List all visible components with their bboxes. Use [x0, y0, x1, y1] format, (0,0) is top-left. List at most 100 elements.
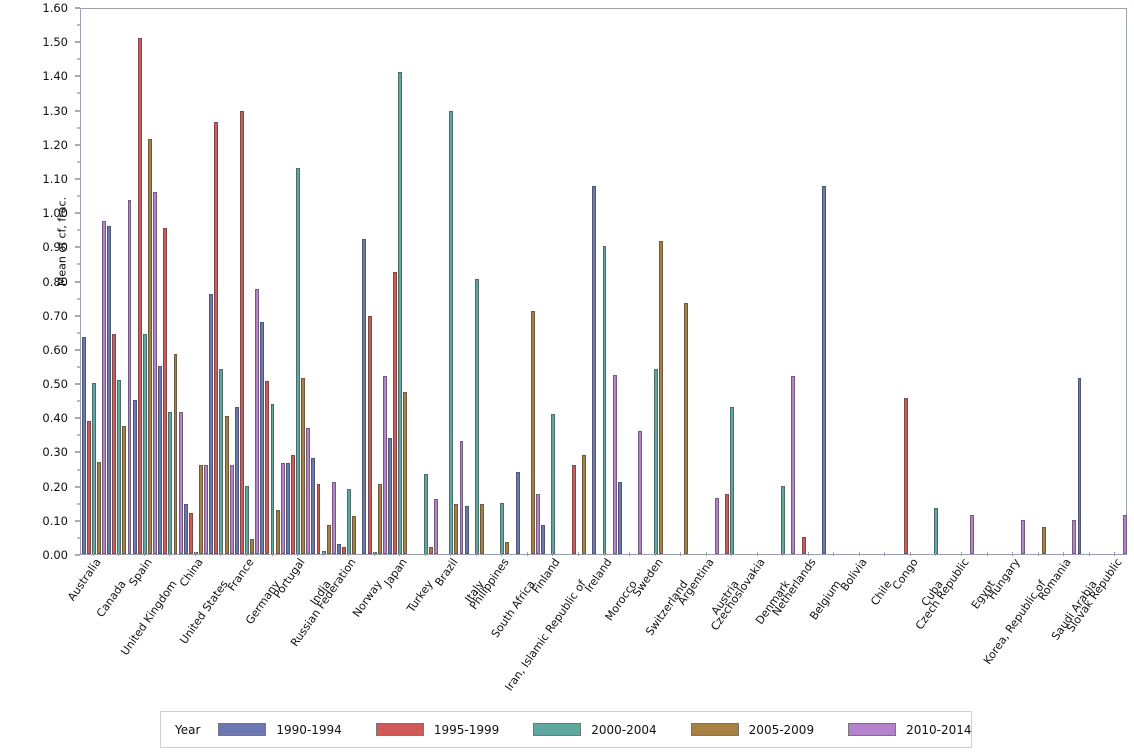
bar-group — [1026, 9, 1052, 554]
x-axis-tick-mark — [501, 552, 503, 556]
bar — [474, 278, 479, 554]
bar — [96, 461, 101, 554]
y-axis-tick-label: 0.00 — [42, 548, 68, 562]
bar-group — [719, 9, 745, 554]
bar — [321, 550, 326, 554]
bar — [265, 381, 270, 554]
x-axis-tick-mark — [552, 552, 554, 556]
bar-series-container — [81, 9, 1128, 554]
bar — [137, 37, 142, 554]
bar-group — [796, 9, 822, 554]
bar — [142, 333, 147, 554]
bar — [714, 497, 719, 554]
y-axis-tick-mark — [75, 41, 80, 43]
x-axis-tick-mark — [680, 552, 682, 556]
y-axis-tick-mark — [75, 486, 80, 488]
x-axis-tick-mark — [450, 552, 452, 556]
x-axis-tick-label: Hungary — [985, 556, 1023, 602]
x-axis-tick-mark — [782, 552, 784, 556]
y-axis-minor-tick-mark — [77, 229, 80, 231]
legend-item[interactable]: 2010-2014 — [848, 723, 972, 737]
legend-item[interactable]: 1990-1994 — [218, 722, 342, 737]
bar — [204, 465, 209, 554]
bar-group — [515, 9, 541, 554]
y-axis-tick-label: 0.10 — [42, 513, 68, 528]
legend-item[interactable]: 2005-2009 — [690, 723, 814, 737]
legend-swatch — [533, 723, 582, 736]
bar — [1072, 519, 1077, 554]
bar — [219, 369, 224, 554]
bar — [536, 494, 541, 554]
bar — [653, 369, 658, 554]
y-axis-tick-mark — [75, 281, 80, 282]
x-axis-tick-label: Slovak Republic — [1064, 556, 1125, 635]
y-axis-tick-label: 1.00 — [42, 206, 68, 221]
bar-group — [464, 9, 490, 554]
bar-group — [643, 9, 669, 554]
bar — [81, 336, 86, 554]
x-axis-tick-label: Norway — [349, 578, 385, 620]
bar — [260, 321, 265, 554]
bar — [449, 111, 454, 554]
legend: Year 1990-1994 1995-1999 2000-2004 2005-200… — [160, 711, 972, 748]
bar — [1041, 526, 1046, 554]
bar — [398, 71, 403, 554]
bar — [592, 186, 597, 554]
bar — [153, 191, 158, 554]
y-axis-tick-mark — [75, 451, 80, 453]
bar — [107, 225, 112, 554]
y-axis-tick-label: 0.40 — [42, 411, 68, 426]
bar-group — [1051, 9, 1077, 554]
x-axis-tick-label: Portugal — [270, 556, 308, 601]
x-axis-tick-mark — [271, 552, 273, 556]
bar — [132, 400, 137, 554]
x-axis-tick-mark — [731, 552, 733, 556]
y-axis-tick-label: 1.30 — [42, 103, 68, 118]
y-axis-tick-mark — [75, 349, 80, 351]
x-axis-tick-mark — [348, 552, 350, 556]
y-axis-tick-label: 0.90 — [42, 240, 68, 255]
bar — [331, 482, 336, 554]
bar-group — [439, 9, 465, 554]
bar — [612, 374, 617, 554]
bar — [781, 485, 786, 554]
bar-group — [107, 9, 133, 554]
x-axis-tick-mark — [807, 552, 809, 556]
bar — [377, 483, 382, 554]
x-axis-tick-mark — [373, 552, 375, 556]
legend-item[interactable]: 2000-2004 — [533, 723, 657, 737]
x-axis-tick-label: China — [176, 556, 206, 590]
bar — [1021, 519, 1026, 554]
x-axis-tick-mark — [297, 552, 299, 556]
x-axis-tick-mark — [961, 552, 962, 556]
bar — [188, 512, 193, 554]
y-axis-minor-tick-mark — [77, 127, 80, 129]
y-axis-minor-tick-mark — [77, 195, 80, 197]
bar-group — [745, 9, 771, 554]
legend-item[interactable]: 1995-1999 — [375, 723, 499, 737]
bar — [791, 376, 796, 554]
x-axis-tick-label: Congo — [889, 556, 921, 593]
x-axis-tick-mark — [118, 552, 120, 556]
x-axis-labels: Australia Canada Spain United Kingdom China U… — [65, 552, 1127, 706]
legend-label: 1990-1994 — [276, 722, 342, 737]
bar — [193, 552, 198, 554]
bar — [158, 365, 163, 554]
bar — [91, 383, 96, 554]
x-axis-tick-mark — [705, 552, 707, 556]
x-axis-tick-mark — [756, 552, 758, 556]
x-axis-tick-mark — [194, 552, 196, 556]
bar — [285, 463, 290, 554]
x-axis-tick-mark — [169, 552, 171, 556]
bar-group — [592, 9, 618, 554]
bar-group — [924, 9, 950, 554]
bar-group — [183, 9, 209, 554]
bar-group — [847, 9, 873, 554]
y-axis-tick-label: 0.70 — [42, 308, 68, 323]
y-axis-minor-tick-mark — [77, 92, 80, 94]
bar-group — [898, 9, 924, 554]
bar — [199, 465, 203, 554]
bar — [316, 483, 321, 554]
bar — [183, 504, 188, 554]
